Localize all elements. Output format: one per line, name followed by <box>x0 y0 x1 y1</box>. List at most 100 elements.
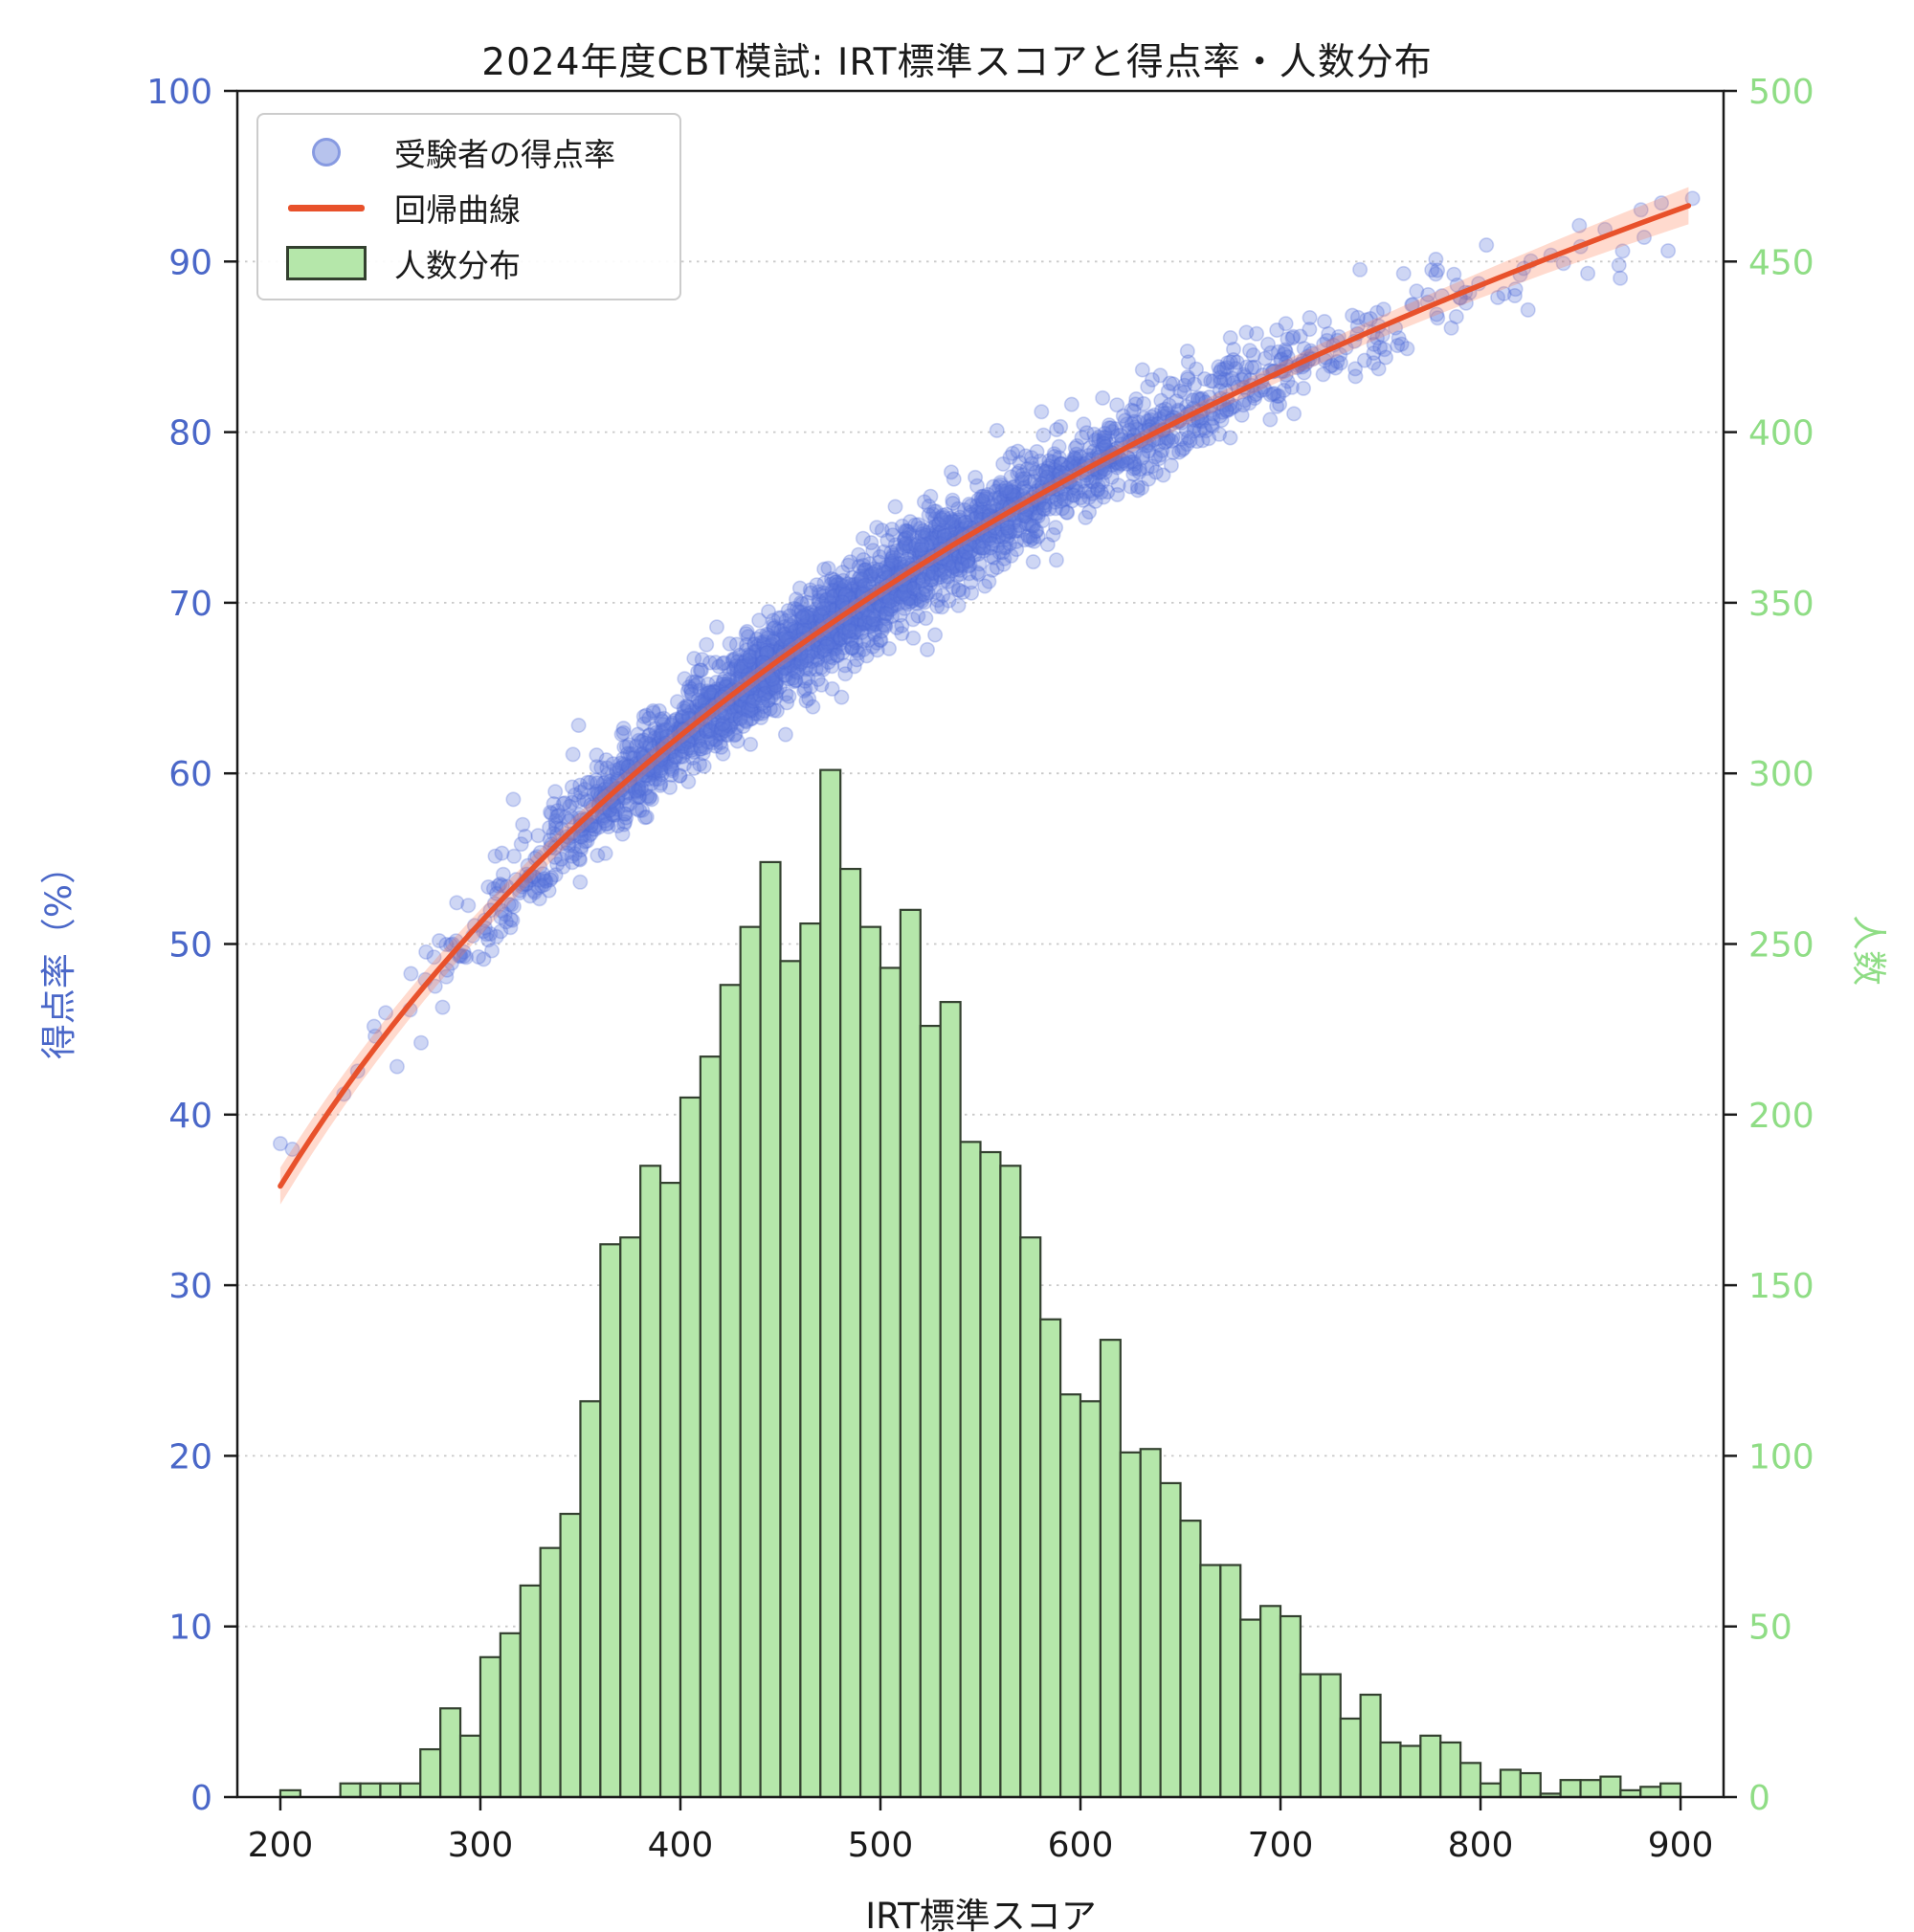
scatter-point <box>1176 440 1192 456</box>
scatter-point <box>680 710 697 726</box>
scatter-point <box>699 723 715 740</box>
scatter-point <box>634 745 651 762</box>
scatter-point <box>476 951 492 967</box>
scatter-point <box>675 748 691 765</box>
histogram-bar <box>799 922 822 1799</box>
scatter-point <box>567 787 583 803</box>
scatter-point <box>621 737 637 753</box>
scatter-point <box>715 674 731 690</box>
scatter-point <box>597 774 613 790</box>
legend-box: 受験者の得点率 回帰曲線 人数分布 <box>256 113 681 300</box>
scatter-point <box>726 727 743 744</box>
scatter-point <box>968 469 984 485</box>
histogram-bar <box>399 1782 422 1799</box>
y-left-tick-label: 30 <box>168 1267 212 1306</box>
scatter-point <box>502 920 519 936</box>
legend-item-line: 回帰曲線 <box>285 188 653 229</box>
scatter-point <box>606 797 622 813</box>
scatter-point <box>412 1034 429 1051</box>
scatter-point <box>729 733 746 749</box>
scatter-point <box>504 912 521 928</box>
scatter-point <box>715 717 731 733</box>
scatter-point <box>721 718 737 734</box>
scatter-point <box>526 882 543 899</box>
scatter-point <box>710 711 726 727</box>
histogram-bar <box>759 860 782 1799</box>
scatter-point <box>648 765 664 781</box>
scatter-point <box>1180 371 1196 388</box>
scatter-point <box>704 735 721 751</box>
scatter-point <box>934 599 950 615</box>
scatter-point <box>863 535 879 551</box>
scatter-point <box>989 422 1005 438</box>
scatter-point <box>583 826 599 842</box>
scatter-point <box>727 707 744 723</box>
histogram-bar <box>999 1165 1022 1799</box>
histogram-bar <box>1039 1318 1062 1799</box>
histogram-bar <box>699 1055 722 1799</box>
scatter-point <box>1278 316 1294 332</box>
scatter-point <box>633 746 649 763</box>
scatter-point <box>564 794 580 811</box>
scatter-point <box>572 842 589 858</box>
scatter-point <box>616 816 633 833</box>
scatter-point <box>702 723 719 740</box>
histogram-bar <box>1119 1451 1142 1799</box>
histogram-bar <box>739 925 762 1799</box>
scatter-point <box>650 735 666 751</box>
scatter-point <box>719 676 735 692</box>
scatter-point <box>418 944 434 960</box>
scatter-point <box>449 895 465 911</box>
histogram-bar <box>559 1512 582 1799</box>
scatter-point <box>1152 447 1168 463</box>
scatter-point <box>619 745 635 762</box>
scatter-point <box>1048 552 1064 568</box>
scatter-point <box>610 817 626 833</box>
scatter-point <box>616 806 633 822</box>
scatter-point <box>697 696 713 712</box>
scatter-point <box>530 879 546 896</box>
confidence-band <box>279 187 1689 1205</box>
scatter-point <box>731 697 747 713</box>
y-right-tick-label: 300 <box>1748 755 1814 794</box>
histogram-bar <box>679 1096 701 1799</box>
y-left-tick-label: 10 <box>168 1609 212 1648</box>
scatter-point <box>571 851 588 867</box>
y-left-tick-label: 60 <box>168 755 212 794</box>
histogram-bar <box>1279 1614 1302 1799</box>
scatter-point <box>1296 380 1312 396</box>
scatter-point <box>724 653 741 669</box>
scatter-point <box>606 794 622 811</box>
scatter-point <box>599 815 615 832</box>
scatter-point <box>753 709 769 725</box>
scatter-point <box>546 849 563 865</box>
scatter-point <box>731 696 747 712</box>
scatter-point <box>564 779 580 795</box>
scatter-point <box>680 773 697 789</box>
scatter-marker-icon <box>285 138 367 167</box>
scatter-point <box>517 828 533 844</box>
scatter-point <box>598 752 614 768</box>
scatter-point <box>694 697 710 713</box>
scatter-point <box>555 858 571 875</box>
scatter-point <box>692 695 708 711</box>
scatter-point <box>715 716 731 732</box>
scatter-point <box>874 623 890 639</box>
scatter-point <box>1145 371 1161 388</box>
scatter-point <box>515 816 531 833</box>
scatter-point <box>708 674 724 690</box>
scatter-point <box>621 796 637 812</box>
scatter-point <box>738 652 754 668</box>
scatter-point <box>403 966 419 982</box>
scatter-point <box>478 926 495 943</box>
y-left-tick-label: 80 <box>168 414 212 454</box>
scatter-point <box>493 923 509 940</box>
scatter-point <box>619 797 635 813</box>
scatter-point <box>686 651 702 667</box>
scatter-point <box>709 680 725 697</box>
y-right-tick-label: 100 <box>1748 1437 1814 1477</box>
scatter-point <box>1095 389 1111 406</box>
scatter-point <box>543 804 559 820</box>
scatter-point <box>627 779 643 795</box>
